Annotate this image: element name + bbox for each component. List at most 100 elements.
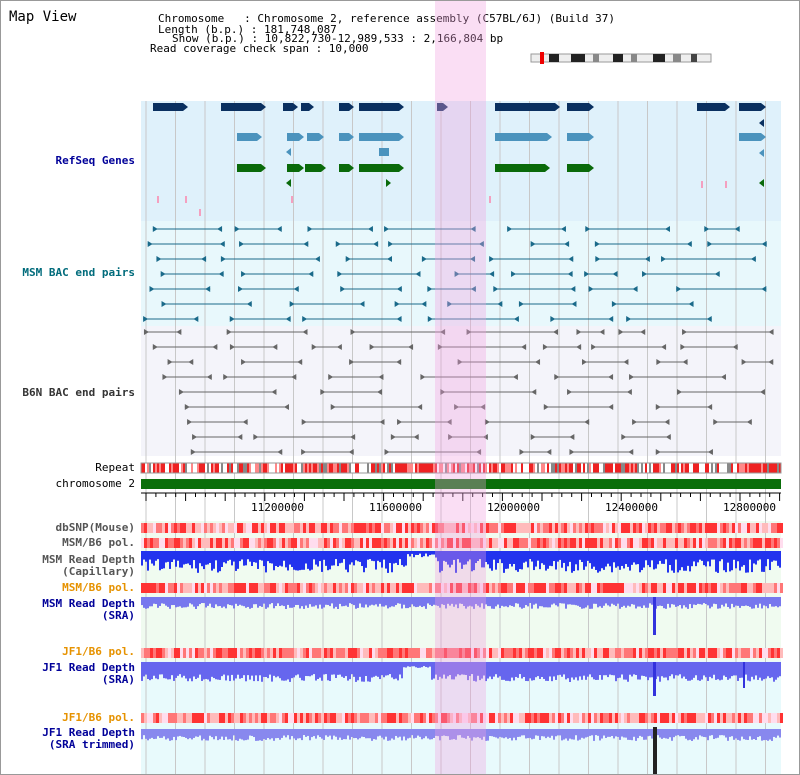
repeat-cell bbox=[747, 463, 749, 473]
depth-bar bbox=[257, 597, 259, 608]
heat-cell bbox=[387, 523, 390, 533]
depth-bar bbox=[687, 729, 689, 741]
depth-bar bbox=[751, 597, 753, 609]
repeat-cell bbox=[777, 463, 779, 473]
heat-cell bbox=[495, 648, 498, 658]
depth-bar bbox=[645, 551, 647, 561]
heat-cell bbox=[732, 538, 735, 548]
chromosome-ideogram[interactable] bbox=[530, 52, 712, 64]
depth-bar bbox=[483, 551, 485, 568]
track-label-jf1-depth-sra: JF1 Read Depth (SRA) bbox=[42, 661, 135, 686]
depth-bar bbox=[751, 729, 753, 740]
gene-refseq-dark bbox=[359, 103, 399, 111]
heat-cell bbox=[525, 538, 528, 548]
selected-region-highlight[interactable] bbox=[435, 1, 486, 775]
depth-bar bbox=[769, 597, 771, 605]
heat-cell bbox=[723, 583, 726, 593]
heat-cell bbox=[759, 523, 762, 533]
axis-tick-label: 11200000 bbox=[251, 501, 304, 514]
depth-bar bbox=[561, 597, 563, 604]
repeat-cell bbox=[307, 463, 309, 473]
heat-cell bbox=[489, 713, 492, 723]
depth-bar bbox=[469, 597, 471, 606]
read-depth-tracks bbox=[141, 551, 781, 774]
bac-pair-glyphs[interactable] bbox=[143, 226, 774, 455]
heat-cell bbox=[561, 523, 564, 533]
heat-cell bbox=[291, 583, 294, 593]
msm-bac-pair-end bbox=[217, 226, 223, 232]
depth-bar bbox=[565, 551, 567, 572]
depth-bar bbox=[539, 662, 541, 679]
heat-cell bbox=[336, 523, 339, 533]
heat-cell bbox=[186, 523, 189, 533]
heat-cell bbox=[180, 583, 183, 593]
depth-bar bbox=[561, 729, 563, 741]
heat-cell bbox=[306, 713, 309, 723]
track-label-msm-bac: MSM BAC end pairs bbox=[22, 266, 135, 279]
depth-bar bbox=[325, 597, 327, 605]
heat-cell bbox=[444, 538, 447, 548]
depth-bar bbox=[731, 597, 733, 604]
depth-bar bbox=[693, 597, 695, 605]
ideogram-band bbox=[673, 54, 681, 62]
repeat-cell bbox=[463, 463, 465, 473]
heat-cell bbox=[303, 523, 306, 533]
repeat-cell bbox=[381, 463, 383, 473]
repeat-cell bbox=[687, 463, 689, 473]
heat-cell bbox=[474, 523, 477, 533]
depth-bar bbox=[483, 729, 485, 737]
depth-bar bbox=[421, 551, 423, 558]
heat-cell bbox=[336, 648, 339, 658]
heat-cell bbox=[753, 538, 756, 548]
heat-cell bbox=[180, 523, 183, 533]
depth-bar bbox=[689, 662, 691, 681]
heat-cell bbox=[756, 713, 759, 723]
gene-arrow bbox=[349, 164, 354, 172]
depth-bar bbox=[157, 551, 159, 560]
depth-bar bbox=[237, 551, 239, 569]
heat-cell bbox=[342, 523, 345, 533]
heat-cell bbox=[222, 583, 225, 593]
heat-cell bbox=[498, 523, 501, 533]
polymorphism-heat-tracks bbox=[141, 523, 783, 723]
depth-bar bbox=[557, 662, 559, 676]
depth-bar bbox=[627, 729, 629, 740]
depth-bar bbox=[249, 551, 251, 562]
gene-refseq-mid bbox=[495, 133, 547, 141]
heat-cell bbox=[402, 538, 405, 548]
heat-cell bbox=[684, 583, 687, 593]
depth-bar bbox=[597, 551, 599, 573]
msm-bac-pair-end bbox=[611, 301, 617, 307]
depth-bar bbox=[533, 662, 535, 681]
heat-cell bbox=[705, 648, 708, 658]
repeat-cell bbox=[503, 463, 505, 473]
heat-cell bbox=[465, 713, 468, 723]
chromosome-2-bar bbox=[141, 479, 781, 489]
depth-bar bbox=[411, 662, 413, 667]
repeat-cell bbox=[295, 463, 297, 473]
depth-bar bbox=[313, 551, 315, 560]
heat-cell bbox=[282, 713, 285, 723]
heat-cell bbox=[612, 713, 615, 723]
heat-cell bbox=[639, 523, 642, 533]
heat-cell bbox=[690, 648, 693, 658]
depth-bar bbox=[681, 662, 683, 679]
depth-bar bbox=[367, 662, 369, 682]
depth-bar bbox=[387, 597, 389, 609]
refseq-gene-glyphs[interactable] bbox=[153, 103, 766, 216]
heat-cell bbox=[582, 523, 585, 533]
heat-cell bbox=[627, 538, 630, 548]
depth-bar bbox=[287, 597, 289, 605]
repeat-cell bbox=[389, 463, 391, 473]
heat-cell bbox=[693, 538, 696, 548]
heat-cell bbox=[567, 538, 570, 548]
heat-cell bbox=[501, 648, 504, 658]
repeat-cell bbox=[289, 463, 291, 473]
b6n-bac-pair-end bbox=[271, 389, 277, 395]
depth-bar bbox=[377, 597, 379, 607]
depth-bar bbox=[455, 729, 457, 740]
heat-cell bbox=[531, 538, 534, 548]
depth-bar bbox=[249, 662, 251, 680]
depth-bar bbox=[399, 551, 401, 560]
